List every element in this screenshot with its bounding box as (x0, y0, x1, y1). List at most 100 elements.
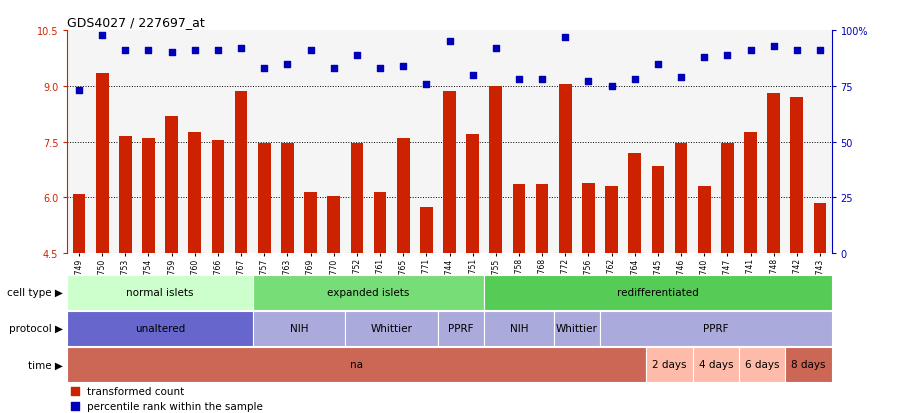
Bar (374, 192, 387, 254)
Point (466, 72, 480, 79)
Bar (489, 87, 503, 254)
Bar (739, 347, 785, 382)
Bar (73, 194, 85, 254)
Point (767, 43, 781, 50)
Point (141, 48, 156, 55)
Bar (512, 185, 525, 254)
Point (257, 66, 271, 72)
Text: GDS4027 / 227697_at: GDS4027 / 227697_at (67, 16, 205, 29)
Bar (67, 275, 253, 310)
Bar (485, 311, 554, 346)
Point (165, 50, 179, 57)
Bar (142, 139, 155, 254)
Bar (605, 187, 618, 254)
Bar (628, 153, 641, 254)
Point (210, 48, 225, 55)
Bar (345, 311, 438, 346)
Bar (119, 137, 131, 254)
Point (118, 48, 132, 55)
Bar (582, 183, 595, 254)
Text: 6 days: 6 days (745, 359, 779, 370)
Point (512, 192, 526, 198)
Text: Whittier: Whittier (556, 323, 598, 334)
Point (95, 32, 110, 39)
Bar (721, 144, 734, 254)
Text: expanded islets: expanded islets (327, 287, 410, 298)
Bar (396, 139, 410, 254)
Bar (768, 94, 780, 254)
Bar (67, 347, 646, 382)
Point (419, 81, 433, 88)
Bar (744, 133, 757, 254)
Point (489, 45, 503, 52)
Bar (420, 207, 432, 254)
Point (674, 74, 689, 81)
Text: na: na (351, 359, 363, 370)
Text: unaltered: unaltered (135, 323, 185, 334)
Point (373, 66, 387, 72)
Text: PPRF: PPRF (703, 323, 728, 334)
Text: NIH: NIH (510, 323, 529, 334)
Bar (698, 187, 710, 254)
Bar (785, 347, 832, 382)
Bar (790, 98, 803, 254)
Text: percentile rank within the sample: percentile rank within the sample (86, 401, 263, 411)
Point (582, 79, 596, 85)
Point (789, 48, 804, 55)
Bar (559, 85, 572, 254)
Point (813, 48, 827, 55)
Point (743, 48, 758, 55)
Point (558, 34, 573, 41)
Point (326, 66, 341, 72)
Text: time ▶: time ▶ (28, 359, 63, 370)
Bar (646, 347, 692, 382)
Point (651, 61, 665, 68)
Bar (485, 275, 832, 310)
Text: cell type ▶: cell type ▶ (7, 287, 63, 298)
Text: redifferentiated: redifferentiated (617, 287, 699, 298)
Bar (327, 196, 340, 254)
Point (512, 332, 526, 339)
Point (72, 88, 86, 95)
Point (350, 52, 364, 59)
Point (396, 63, 410, 70)
Text: 4 days: 4 days (699, 359, 733, 370)
Bar (304, 192, 317, 254)
Bar (258, 144, 271, 254)
Bar (692, 347, 739, 382)
Text: 2 days: 2 days (653, 359, 687, 370)
Text: protocol ▶: protocol ▶ (9, 323, 63, 334)
Point (280, 61, 295, 68)
Bar (652, 166, 664, 254)
Bar (600, 311, 832, 346)
Point (628, 77, 642, 83)
Bar (235, 92, 247, 254)
Bar (253, 275, 485, 310)
Bar (351, 144, 363, 254)
Bar (253, 311, 345, 346)
Text: PPRF: PPRF (449, 323, 474, 334)
Point (512, 77, 526, 83)
Bar (443, 92, 456, 254)
Bar (674, 144, 688, 254)
Point (303, 48, 317, 55)
Point (720, 52, 734, 59)
Bar (536, 185, 548, 254)
Text: NIH: NIH (289, 323, 308, 334)
Bar (814, 204, 826, 254)
Text: normal islets: normal islets (126, 287, 194, 298)
Bar (281, 144, 294, 254)
Point (604, 83, 619, 90)
Bar (67, 311, 253, 346)
Text: transformed count: transformed count (86, 386, 183, 396)
Bar (554, 311, 600, 346)
Point (697, 55, 711, 61)
Bar (211, 140, 225, 254)
Point (188, 48, 202, 55)
Text: 8 days: 8 days (791, 359, 825, 370)
Bar (165, 116, 178, 254)
Point (234, 45, 248, 52)
Bar (96, 74, 109, 254)
Bar (467, 135, 479, 254)
Point (535, 77, 549, 83)
